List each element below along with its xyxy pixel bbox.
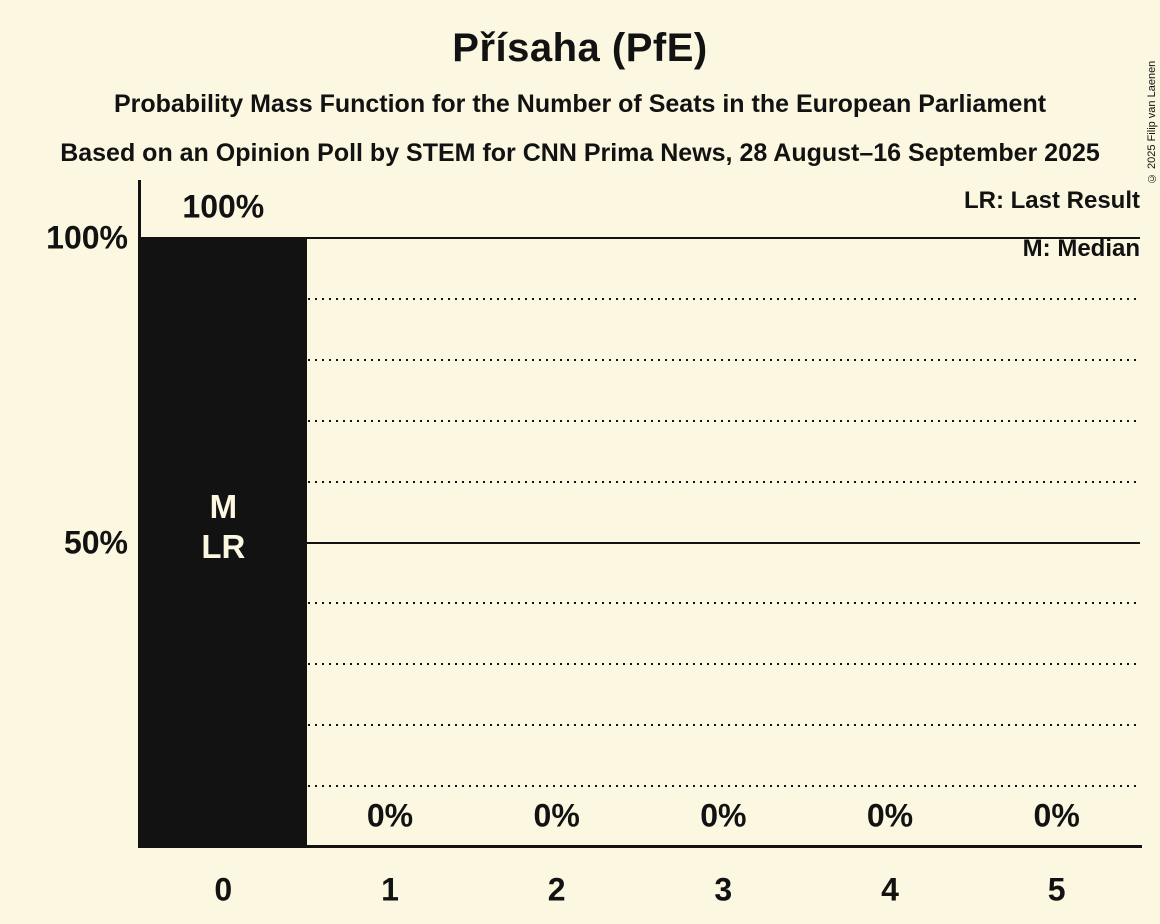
y-axis-line [138,180,141,848]
bar-annotation-line: LR [201,528,246,565]
gridline-dotted-80 [140,358,1140,361]
x-tick-label-3: 3 [714,871,733,908]
x-tick-label-0: 0 [214,871,233,908]
bar-value-label-5: 0% [1033,797,1080,834]
chart-title: Přísaha (PfE) [452,26,708,70]
x-tick-label-2: 2 [547,871,566,908]
gridline-solid-100 [140,237,1140,239]
gridline-dotted-30 [140,663,1140,666]
bar-annotation-line: M [209,488,238,525]
legend-last-result: LR: Last Result [963,187,1140,214]
bar-seats-0 [140,238,307,847]
gridline-dotted-10 [140,785,1140,788]
bar-value-label-1: 0% [366,797,414,834]
x-tick-label-5: 5 [1047,871,1066,908]
gridline-dotted-90 [140,297,1140,300]
gridline-solid-50 [140,541,1140,544]
bar-value-label-0: 100% [182,188,265,225]
bar-value-label-4: 0% [866,797,914,834]
bar-value-label-2: 0% [533,797,580,834]
gridline-dotted-40 [140,602,1140,605]
gridline-dotted-60 [140,480,1140,483]
bar-annotation-0: M LR [201,487,245,567]
x-axis-line [138,845,1142,848]
chart-source-line: Based on an Opinion Poll by STEM for CNN… [60,139,1100,167]
x-tick-label-1: 1 [381,871,399,908]
y-tick-label-100: 100% [46,219,128,256]
y-tick-label-50: 50% [63,524,128,560]
chart-subtitle: Probability Mass Function for the Number… [113,90,1047,118]
gridline-dotted-70 [140,419,1140,422]
gridline-dotted-20 [140,724,1140,727]
copyright-notice: © 2025 Filip van Laenen [1146,60,1158,184]
x-tick-label-4: 4 [881,871,899,908]
legend-median: M: Median [1022,235,1140,262]
bar-value-label-3: 0% [700,797,747,834]
